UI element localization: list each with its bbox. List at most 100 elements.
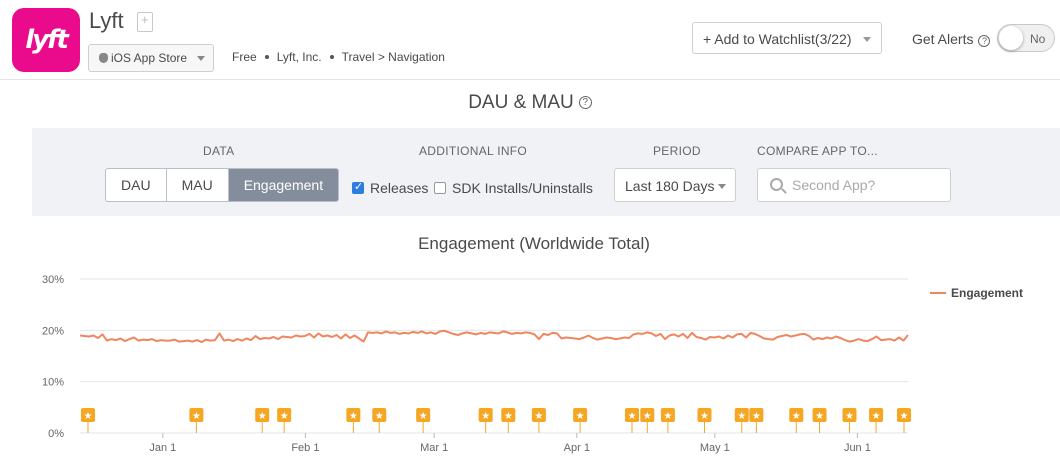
- y-tick-label: 0%: [48, 428, 64, 440]
- release-star-icon: ★: [628, 411, 637, 422]
- y-tick-label: 20%: [42, 325, 64, 337]
- release-star-icon: ★: [576, 411, 585, 422]
- y-tick-label: 10%: [42, 377, 64, 389]
- release-marker-icon: [749, 408, 764, 422]
- chart-grid: [80, 278, 908, 434]
- series-line-engagement[interactable]: [79, 329, 909, 344]
- release-marker-icon: [897, 408, 912, 422]
- toggle-label: No: [1030, 32, 1046, 46]
- checkbox-unchecked-icon[interactable]: [434, 182, 446, 194]
- period-select[interactable]: Last 180 Days: [614, 168, 736, 202]
- sdk-installs-checkbox[interactable]: SDK Installs/Uninstalls: [434, 180, 593, 196]
- release-star-icon: ★: [534, 411, 543, 422]
- legend-swatch: [930, 292, 946, 294]
- releases-label: Releases: [370, 180, 429, 196]
- release-star-icon: ★: [815, 411, 824, 422]
- app-icon: lyft: [12, 8, 80, 72]
- y-axis: 0% 10% 20% 30%: [42, 274, 64, 440]
- help-icon[interactable]: ?: [578, 96, 592, 109]
- release-star-icon: ★: [737, 411, 746, 422]
- releases-checkbox[interactable]: Releases: [352, 180, 428, 196]
- x-tick-label: Feb 1: [291, 442, 319, 454]
- release-marker-icon: [573, 408, 588, 422]
- controls-panel: DATA DAU MAU Engagement ADDITIONAL INFO …: [32, 128, 1060, 216]
- checkbox-checked-icon[interactable]: [352, 180, 364, 194]
- release-star-icon: ★: [419, 411, 428, 422]
- release-star-icon: ★: [643, 411, 652, 422]
- store-select[interactable]: iOS App Store: [88, 44, 214, 72]
- release-marker-icon: [501, 408, 516, 422]
- chevron-down-icon: [718, 184, 726, 189]
- app-icon-logo: lyft: [25, 25, 69, 55]
- x-tick-label: May 1: [700, 442, 730, 454]
- app-meta: Free Lyft, Inc. Travel > Navigation: [232, 50, 445, 64]
- release-star-icon: ★: [845, 411, 854, 422]
- chart-title: Engagement (Worldwide Total): [418, 234, 650, 253]
- search-icon: [770, 178, 783, 191]
- release-marker-icon: [734, 408, 749, 422]
- chevron-down-icon: [197, 56, 205, 61]
- sdk-installs-label: SDK Installs/Uninstalls: [452, 180, 593, 196]
- release-star-icon: ★: [752, 411, 761, 422]
- x-tick-label: Apr 1: [564, 442, 590, 454]
- release-star-icon: ★: [280, 411, 289, 422]
- legend-label-engagement: Engagement: [951, 286, 1024, 300]
- get-alerts-text: Get Alerts: [912, 31, 974, 47]
- release-star-icon: ★: [872, 411, 881, 422]
- release-star-icon: ★: [192, 411, 201, 422]
- release-star-icon: ★: [663, 411, 672, 422]
- release-marker-icon: [812, 408, 827, 422]
- data-option-engagement[interactable]: Engagement: [228, 169, 339, 201]
- release-star-icon: ★: [375, 411, 384, 422]
- additional-info-label: ADDITIONAL INFO: [419, 144, 528, 158]
- alerts-toggle[interactable]: No: [997, 24, 1055, 52]
- release-marker-icon: [189, 408, 204, 422]
- compare-app-field[interactable]: [757, 168, 951, 202]
- data-segmented-control: DAU MAU Engagement: [105, 168, 340, 202]
- get-alerts-label: Get Alerts?: [912, 31, 991, 47]
- separator-dot: [329, 55, 334, 59]
- release-star-icon: ★: [900, 411, 909, 422]
- compare-label: COMPARE APP TO...: [757, 144, 878, 158]
- x-tick-label: Mar 1: [420, 442, 448, 454]
- add-to-watchlist-button[interactable]: + Add to Watchlist(3/22): [692, 22, 882, 54]
- release-marker-icon: [346, 408, 361, 422]
- release-marker-icon: [640, 408, 655, 422]
- period-value: Last 180 Days: [625, 178, 715, 194]
- release-marker-icon: [660, 408, 675, 422]
- release-marker-icon: [531, 408, 546, 422]
- release-star-icon: ★: [700, 411, 709, 422]
- app-publisher: Lyft, Inc.: [276, 50, 322, 64]
- release-marker-icon: [478, 408, 493, 422]
- separator-dot: [264, 55, 269, 59]
- store-select-label: iOS App Store: [111, 51, 188, 65]
- app-category: Travel > Navigation: [341, 50, 445, 64]
- release-marker-icon: [80, 408, 95, 422]
- chevron-down-icon[interactable]: [863, 37, 871, 42]
- app-header: lyft Lyft iOS App Store Free Lyft, Inc. Tr…: [0, 0, 1060, 80]
- release-marker-icon: [697, 408, 712, 422]
- compare-app-input[interactable]: [792, 177, 942, 193]
- data-option-mau[interactable]: MAU: [167, 169, 229, 201]
- help-icon[interactable]: ?: [978, 35, 991, 47]
- release-marker-icon: [625, 408, 639, 422]
- release-markers: ★ ★ ★ ★ ★ ★ ★ ★ ★ ★ ★ ★ ★ ★ ★ ★ ★ ★ ★ ★ ★ ★: [80, 408, 912, 433]
- engagement-chart: 0% 10% 20% 30% Jan 1 Feb 1 Mar 1 Apr 1 May 1 Jun…: [42, 274, 912, 454]
- x-tick-label: Jan 1: [149, 442, 176, 454]
- data-group-label: DATA: [203, 144, 235, 158]
- apple-icon: [99, 53, 108, 63]
- data-option-dau[interactable]: DAU: [106, 169, 167, 201]
- bookmark-add-icon[interactable]: [137, 12, 153, 32]
- section-title: DAU & MAU?: [0, 92, 1060, 114]
- release-star-icon: ★: [504, 411, 513, 422]
- release-star-icon: ★: [792, 411, 801, 422]
- chart-legend[interactable]: Engagement: [930, 286, 1023, 300]
- release-marker-icon: [255, 408, 270, 422]
- toggle-knob: [999, 26, 1023, 50]
- app-name: Lyft: [89, 8, 124, 33]
- app-price: Free: [232, 50, 257, 64]
- section-title-text: DAU & MAU: [468, 92, 574, 113]
- period-label: PERIOD: [653, 144, 701, 158]
- x-tick-label: Jun 1: [844, 442, 871, 454]
- release-star-icon: ★: [258, 411, 267, 422]
